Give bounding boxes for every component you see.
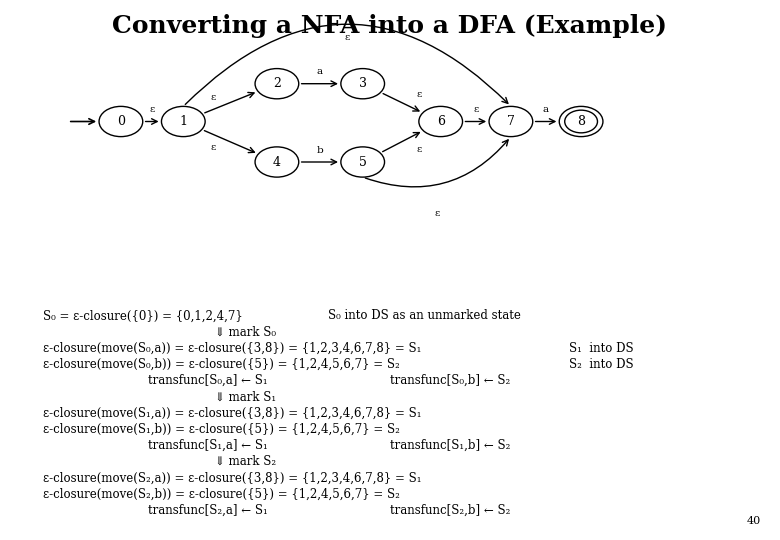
- Text: ε-closure(move(S₁,a)) = ε-closure({3,8}) = {1,2,3,4,6,7,8} = S₁: ε-closure(move(S₁,a)) = ε-closure({3,8})…: [43, 407, 421, 420]
- Text: transfunc[S₁,a] ← S₁: transfunc[S₁,a] ← S₁: [148, 439, 268, 452]
- Text: 4: 4: [273, 156, 281, 168]
- Text: ε-closure(move(S₀,a)) = ε-closure({3,8}) = {1,2,3,4,6,7,8} = S₁: ε-closure(move(S₀,a)) = ε-closure({3,8})…: [43, 342, 421, 355]
- Text: ε: ε: [417, 90, 421, 99]
- Text: S₀ = ε-closure({0}) = {0,1,2,4,7}: S₀ = ε-closure({0}) = {0,1,2,4,7}: [43, 309, 243, 322]
- Text: ⇓ mark S₂: ⇓ mark S₂: [215, 455, 275, 468]
- Text: 6: 6: [437, 115, 445, 128]
- Text: 2: 2: [273, 77, 281, 90]
- Circle shape: [99, 106, 143, 137]
- Text: ε: ε: [417, 145, 421, 154]
- Text: ε: ε: [211, 93, 215, 102]
- Text: transfunc[S₂,a] ← S₁: transfunc[S₂,a] ← S₁: [148, 504, 268, 517]
- Text: a: a: [317, 68, 323, 76]
- Text: 3: 3: [359, 77, 367, 90]
- Text: ε-closure(move(S₁,b)) = ε-closure({5}) = {1,2,4,5,6,7} = S₂: ε-closure(move(S₁,b)) = ε-closure({5}) =…: [43, 423, 400, 436]
- Text: b: b: [317, 146, 323, 154]
- Text: ε-closure(move(S₂,b)) = ε-closure({5}) = {1,2,4,5,6,7} = S₂: ε-closure(move(S₂,b)) = ε-closure({5}) =…: [43, 488, 400, 501]
- Text: ⇓ mark S₁: ⇓ mark S₁: [215, 390, 275, 403]
- Circle shape: [341, 147, 385, 177]
- Text: ε: ε: [473, 105, 478, 114]
- Circle shape: [255, 69, 299, 99]
- Text: 7: 7: [507, 115, 515, 128]
- Text: 5: 5: [359, 156, 367, 168]
- Text: 1: 1: [179, 115, 187, 128]
- Text: 40: 40: [746, 516, 760, 526]
- Text: ε: ε: [345, 33, 349, 42]
- Circle shape: [341, 69, 385, 99]
- Text: transfunc[S₀,a] ← S₁: transfunc[S₀,a] ← S₁: [148, 374, 268, 387]
- Text: ε-closure(move(S₂,a)) = ε-closure({3,8}) = {1,2,3,4,6,7,8} = S₁: ε-closure(move(S₂,a)) = ε-closure({3,8})…: [43, 471, 421, 484]
- Text: a: a: [543, 105, 549, 114]
- Circle shape: [161, 106, 205, 137]
- Text: transfunc[S₂,b] ← S₂: transfunc[S₂,b] ← S₂: [390, 504, 510, 517]
- Text: ⇓ mark S₀: ⇓ mark S₀: [215, 326, 275, 339]
- Text: 8: 8: [577, 115, 585, 128]
- Text: ε: ε: [150, 105, 154, 114]
- Circle shape: [489, 106, 533, 137]
- Text: 0: 0: [117, 115, 125, 128]
- Text: S₀ into DS as an unmarked state: S₀ into DS as an unmarked state: [328, 309, 520, 322]
- Text: transfunc[S₀,b] ← S₂: transfunc[S₀,b] ← S₂: [390, 374, 510, 387]
- Circle shape: [255, 147, 299, 177]
- Text: Converting a NFA into a DFA (Example): Converting a NFA into a DFA (Example): [112, 14, 668, 37]
- Circle shape: [419, 106, 463, 137]
- Text: ε: ε: [434, 209, 439, 218]
- Text: S₁  into DS: S₁ into DS: [569, 342, 634, 355]
- Text: S₂  into DS: S₂ into DS: [569, 358, 634, 371]
- Text: transfunc[S₁,b] ← S₂: transfunc[S₁,b] ← S₂: [390, 439, 510, 452]
- Circle shape: [559, 106, 603, 137]
- Text: ε: ε: [211, 143, 215, 152]
- Text: ε-closure(move(S₀,b)) = ε-closure({5}) = {1,2,4,5,6,7} = S₂: ε-closure(move(S₀,b)) = ε-closure({5}) =…: [43, 358, 399, 371]
